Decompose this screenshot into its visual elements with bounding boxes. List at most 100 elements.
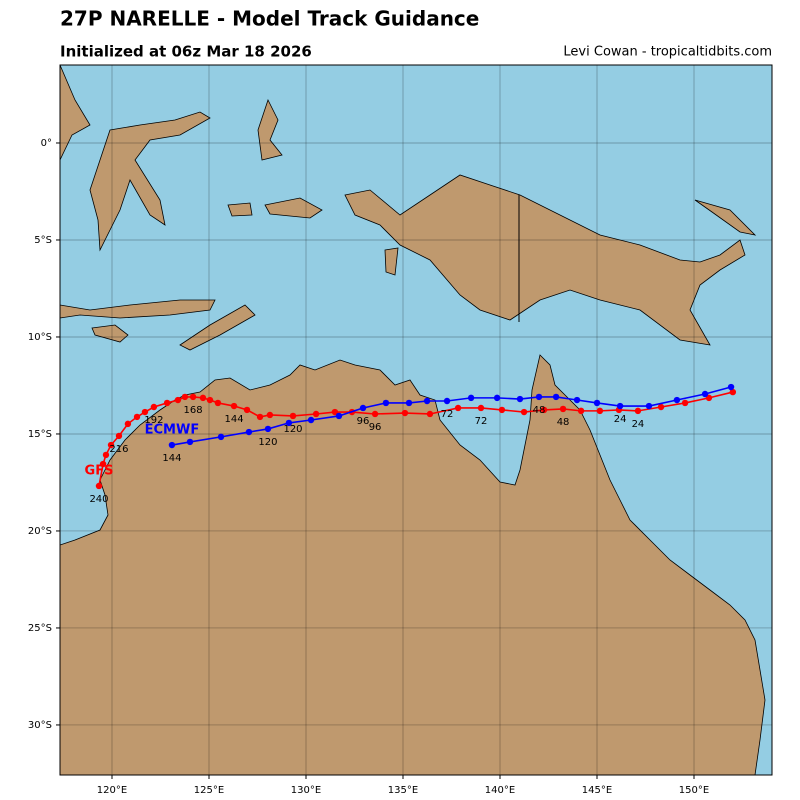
y-tick-label: 30°S: [28, 720, 52, 731]
track-point: [189, 393, 197, 401]
y-tick-label: 5°S: [34, 235, 52, 246]
hour-label: 72: [441, 409, 454, 420]
track-point: [133, 413, 141, 421]
new-guinea: [344, 174, 746, 346]
hour-label: 144: [224, 414, 243, 425]
x-tick-label: 140°E: [485, 785, 515, 796]
track-point: [443, 397, 451, 405]
track-point: [331, 408, 339, 416]
track-point: [174, 396, 182, 404]
track-point: [673, 396, 681, 404]
track-point: [285, 419, 293, 427]
track-point: [520, 408, 528, 416]
hour-label: 216: [109, 444, 128, 455]
hour-label: 120: [283, 424, 302, 435]
track-point: [454, 404, 462, 412]
hour-label: 168: [184, 405, 203, 416]
chart-subtitle: Initialized at 06z Mar 18 2026: [60, 43, 312, 61]
hour-label: 96: [357, 416, 370, 427]
track-point: [312, 410, 320, 418]
track-point: [371, 410, 379, 418]
model-name: GFS: [85, 463, 114, 478]
plot-layer: 120°E 125°E 130°E 135°E 140°E 145°E 150°E 0° 5°S…: [28, 65, 772, 796]
track-point: [634, 407, 642, 415]
track-point: [701, 390, 709, 398]
track-point: [382, 399, 390, 407]
y-tick-label: 15°S: [28, 429, 52, 440]
track-point: [99, 460, 107, 468]
track-point: [727, 383, 735, 391]
track-point: [405, 399, 413, 407]
x-tick-label: 145°E: [582, 785, 612, 796]
track-point: [540, 406, 548, 414]
track-point: [681, 399, 689, 407]
track-point: [467, 394, 475, 402]
track-point: [616, 402, 624, 410]
borneo-edge: [60, 65, 91, 161]
hour-label: 120: [258, 437, 277, 448]
track-point: [214, 399, 222, 407]
track-point: [95, 482, 103, 490]
track-point: [245, 428, 253, 436]
chart-title: 27P NARELLE - Model Track Guidance: [60, 7, 479, 31]
track-point: [181, 393, 189, 401]
track-point: [115, 432, 123, 440]
x-tick-label: 120°E: [97, 785, 127, 796]
track-point: [477, 404, 485, 412]
track-point: [573, 396, 581, 404]
track-point: [426, 410, 434, 418]
track-point: [729, 388, 737, 396]
track-point: [230, 402, 238, 410]
seram: [264, 197, 323, 219]
y-tick-label: 25°S: [28, 623, 52, 634]
track-point: [577, 407, 585, 415]
flores: [60, 299, 216, 319]
track-point: [535, 393, 543, 401]
x-tick-label: 150°E: [679, 785, 709, 796]
hour-label: 96: [369, 422, 382, 433]
new-britain: [694, 199, 757, 236]
hour-label: 240: [89, 494, 108, 505]
hour-label: 48: [557, 417, 570, 428]
track-point: [266, 411, 274, 419]
y-tick-label: 20°S: [28, 526, 52, 537]
track-point: [307, 416, 315, 424]
track-point: [552, 393, 560, 401]
track-point: [206, 396, 214, 404]
track-point: [335, 412, 343, 420]
track-point: [493, 394, 501, 402]
halmahera: [257, 98, 283, 161]
hour-label: 24: [614, 414, 627, 425]
land-layer: [60, 65, 766, 775]
track-point: [168, 441, 176, 449]
track-point: [705, 394, 713, 402]
track-point: [559, 405, 567, 413]
buru: [227, 202, 253, 217]
timor: [179, 304, 256, 351]
track-point: [243, 406, 251, 414]
track-point: [107, 441, 115, 449]
track-point: [289, 412, 297, 420]
x-tick-label: 135°E: [388, 785, 418, 796]
sumba: [91, 324, 129, 343]
track-point: [593, 399, 601, 407]
track-point: [163, 399, 171, 407]
x-tick-label: 125°E: [194, 785, 224, 796]
track-point: [124, 420, 132, 428]
x-tick-label: 130°E: [291, 785, 321, 796]
track-point: [423, 397, 431, 405]
aru: [384, 247, 399, 276]
plot-frame: [59, 64, 773, 776]
track-point: [359, 404, 367, 412]
track-point: [199, 394, 207, 402]
credit: Levi Cowan - tropicaltidbits.com: [563, 45, 772, 60]
track-point: [645, 402, 653, 410]
track-point: [657, 403, 665, 411]
hour-label: 144: [162, 453, 181, 464]
hour-label: 192: [144, 415, 163, 426]
track-point: [141, 408, 149, 416]
track-point: [150, 403, 158, 411]
track-point: [596, 407, 604, 415]
track-point: [516, 395, 524, 403]
